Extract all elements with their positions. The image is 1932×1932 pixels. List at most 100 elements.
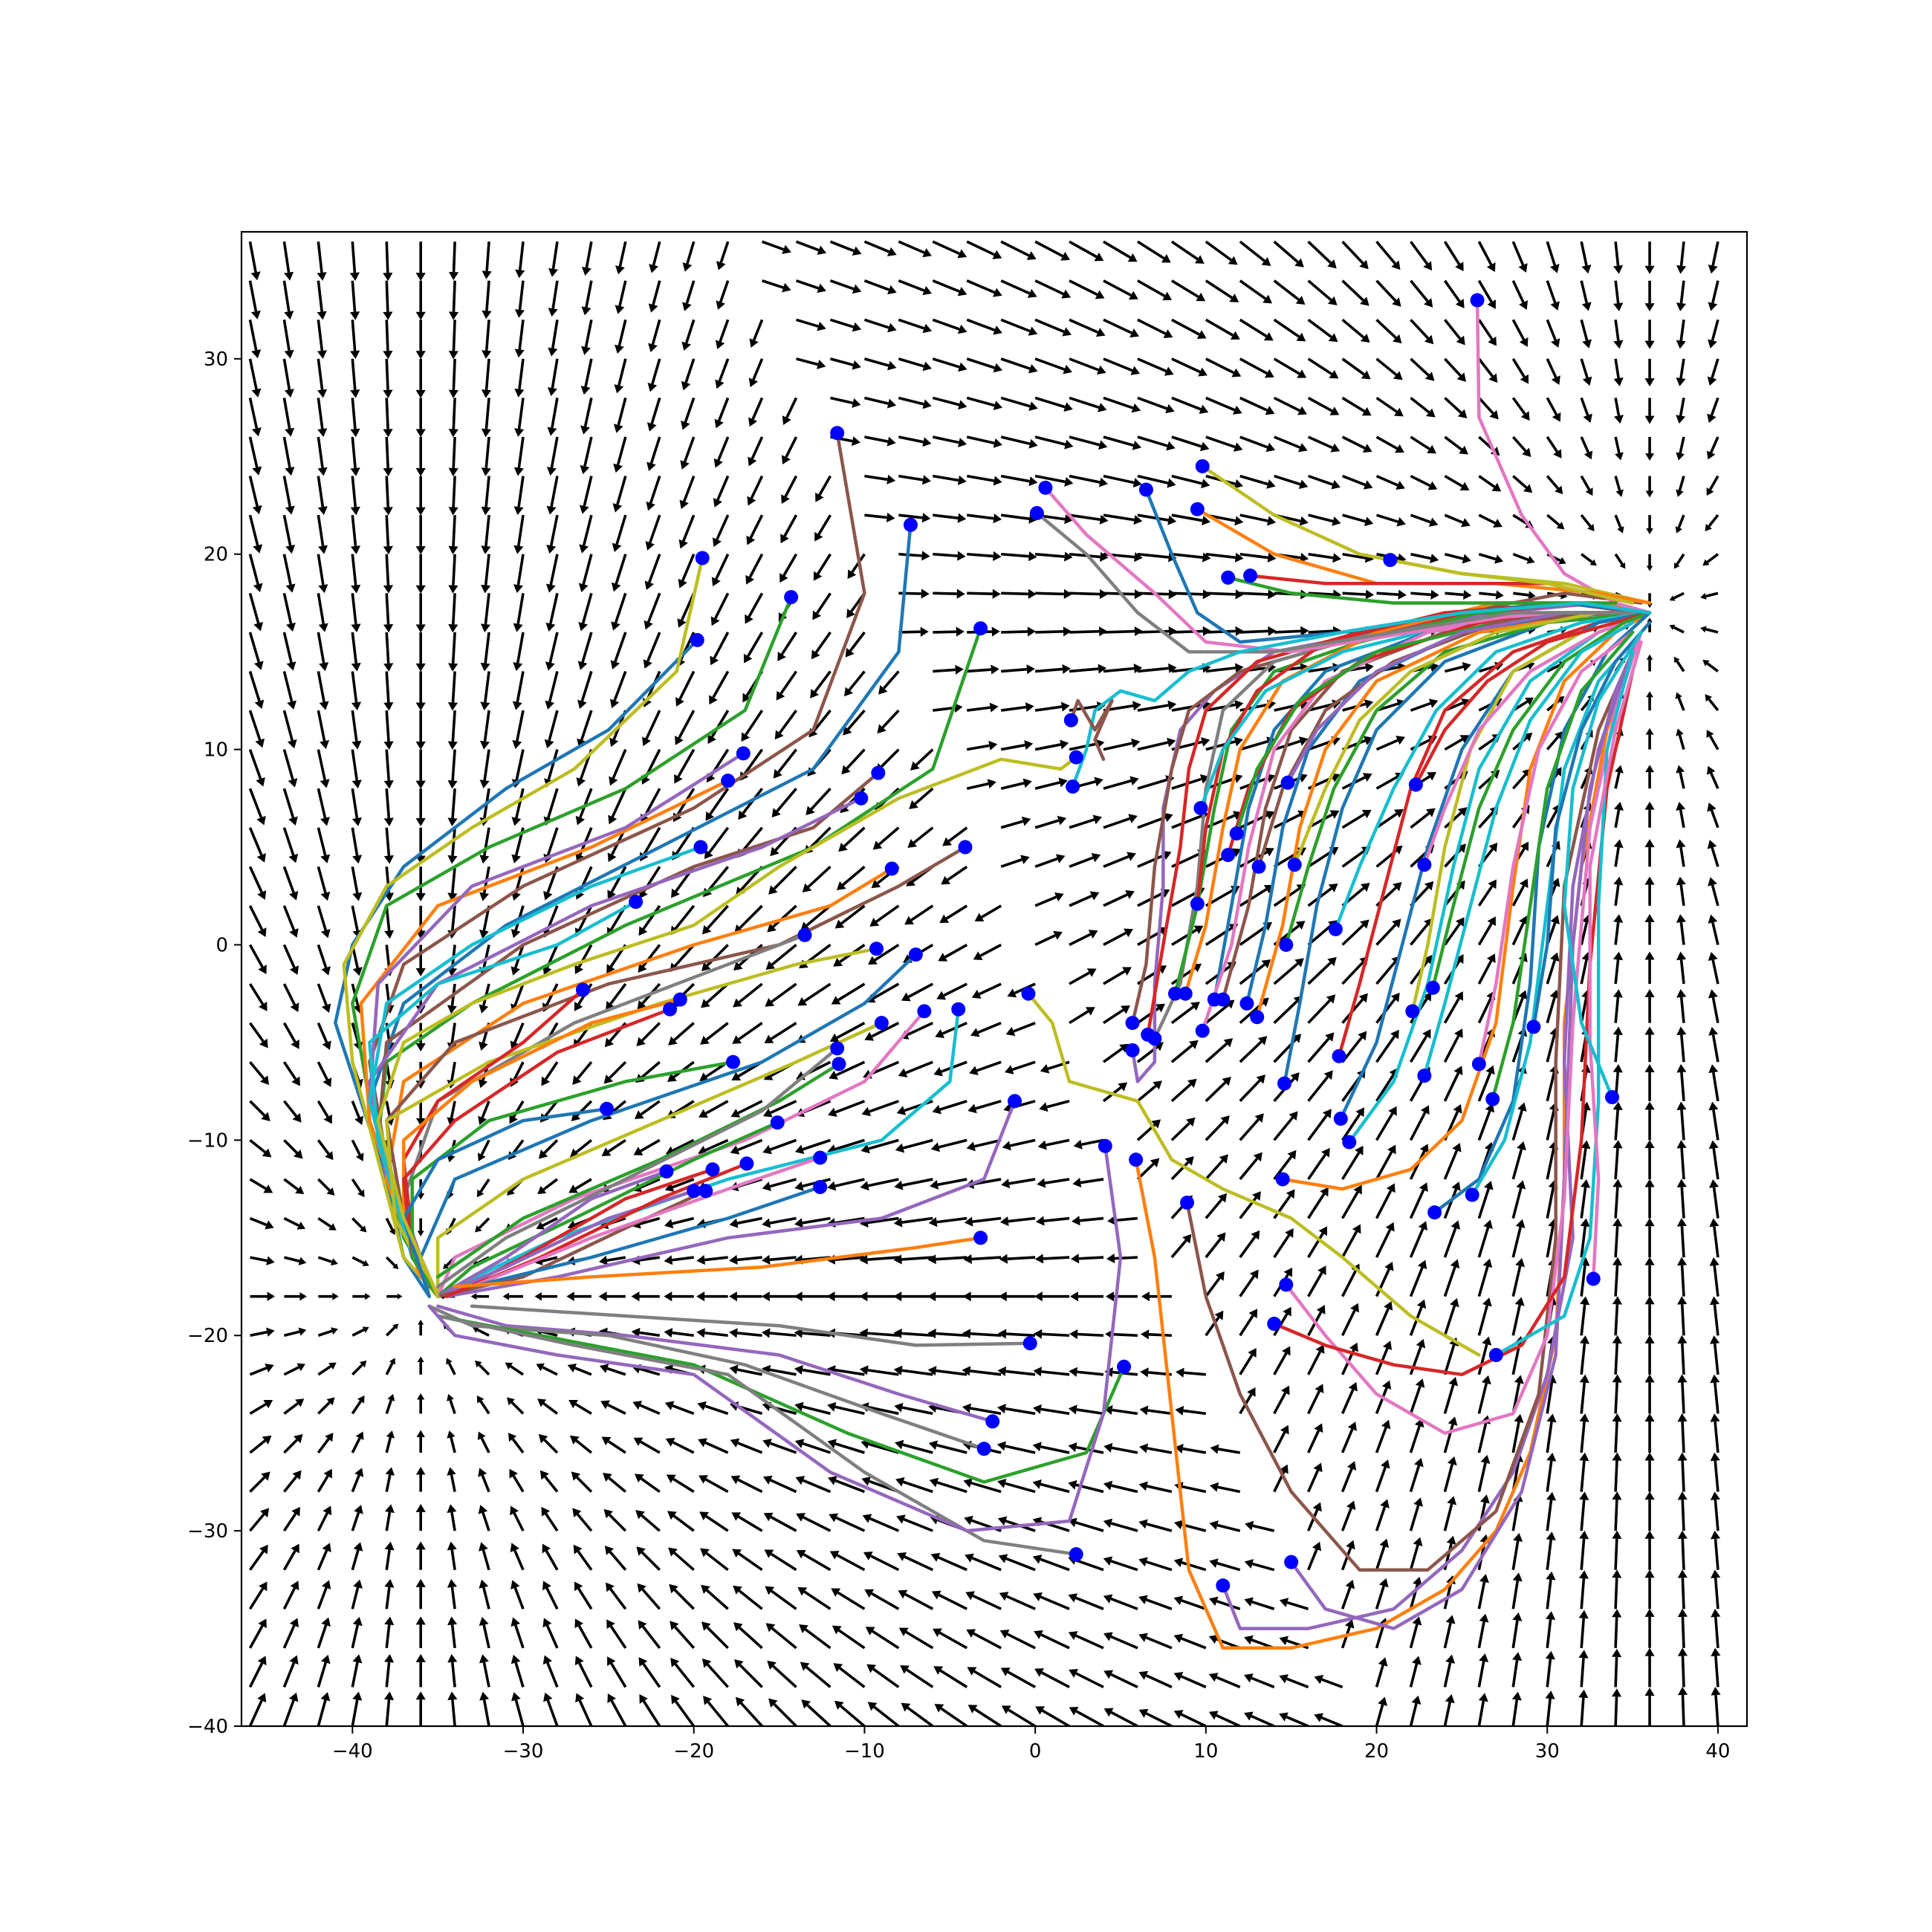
arrow-shaft — [1205, 703, 1236, 712]
arrow-head — [931, 1590, 941, 1600]
vector-arrow — [1307, 994, 1336, 1024]
arrow-head — [1519, 300, 1529, 310]
arrow-shaft — [795, 279, 820, 290]
arrow-head — [320, 929, 331, 939]
arrow-shaft — [1110, 1635, 1138, 1650]
arrow-head — [606, 1582, 615, 1592]
arrow-shaft — [937, 1178, 967, 1187]
arrow-shaft — [1216, 1714, 1241, 1726]
arrow-shaft — [1239, 591, 1268, 596]
vector-arrow — [351, 671, 362, 711]
vector-arrow — [939, 904, 968, 923]
arrow-head — [886, 436, 896, 447]
arrow-shaft — [1511, 1659, 1519, 1688]
arrow-head — [1173, 1557, 1184, 1568]
vector-arrow — [514, 320, 525, 358]
arrow-head — [1517, 1141, 1526, 1151]
arrow-shaft — [1307, 1115, 1328, 1141]
vector-arrow — [898, 240, 932, 258]
arrow-head — [1551, 878, 1560, 887]
arrow-head — [794, 1365, 803, 1375]
arrow-shaft — [248, 436, 259, 468]
vector-arrow — [415, 710, 426, 751]
vector-arrow — [383, 515, 393, 555]
vector-arrow — [933, 589, 965, 599]
arrow-head — [1424, 334, 1434, 345]
vector-arrow — [932, 435, 967, 447]
arrow-head — [1677, 1413, 1688, 1422]
arrow-head — [780, 534, 789, 544]
arrow-head — [817, 283, 826, 294]
arrow-head — [1201, 737, 1210, 747]
arrow-shaft — [650, 397, 661, 424]
arrow-shaft — [1477, 1621, 1485, 1649]
arrow-shaft — [452, 320, 456, 351]
arrow-shaft — [1375, 1151, 1393, 1180]
arrow-head — [1355, 1107, 1364, 1118]
arrow-head — [1393, 407, 1404, 417]
arrow-head — [1546, 1611, 1556, 1620]
vector-arrow — [1069, 1669, 1104, 1689]
arrow-shaft — [967, 591, 993, 595]
arrow-shaft — [1614, 809, 1621, 829]
arrow-head — [1676, 989, 1687, 998]
vector-arrow — [863, 240, 897, 256]
arrow-head — [697, 1401, 707, 1411]
arrow-shaft — [739, 1627, 763, 1650]
vector-arrow — [1375, 1144, 1396, 1180]
arrow-shaft — [248, 944, 264, 968]
vector-arrow — [567, 1363, 592, 1376]
vector-arrow — [282, 827, 299, 863]
arrow-shaft — [1239, 925, 1267, 946]
arrow-head — [731, 1072, 742, 1080]
vector-arrow — [477, 1139, 490, 1161]
arrow-shaft — [748, 592, 764, 617]
arrow-shaft — [641, 1060, 661, 1079]
arrow-head — [479, 740, 490, 750]
arrow-shaft — [872, 1630, 900, 1650]
arrow-shaft — [574, 1403, 592, 1415]
vector-arrow — [745, 553, 764, 585]
vector-arrow — [1477, 241, 1496, 272]
vector-arrow — [1034, 240, 1071, 261]
arrow-head — [415, 1467, 426, 1475]
arrow-head — [668, 1036, 678, 1046]
vector-arrow — [1103, 814, 1138, 829]
arrow-head — [1095, 328, 1106, 337]
vector-arrow — [697, 1401, 729, 1416]
vector-arrow — [1239, 1152, 1262, 1181]
arrow-head — [1247, 1387, 1256, 1397]
arrow-head — [351, 779, 362, 789]
vector-arrow — [927, 1329, 967, 1339]
vector-arrow — [1173, 1520, 1207, 1532]
vector-arrow — [1274, 474, 1309, 490]
arrow-head — [963, 1478, 973, 1488]
arrow-head — [266, 1256, 275, 1265]
arrow-head — [603, 1472, 612, 1482]
arrow-head — [863, 1552, 873, 1560]
arrow-shaft — [1477, 1110, 1491, 1141]
vector-arrow — [1511, 1691, 1522, 1726]
vector-arrow — [283, 1216, 305, 1230]
vector-arrow — [635, 1510, 661, 1532]
arrow-shaft — [901, 1178, 933, 1187]
vector-arrow — [1308, 513, 1341, 526]
vector-arrow — [665, 1438, 695, 1454]
arrow-shaft — [1008, 1216, 1036, 1223]
arrow-head — [1676, 839, 1686, 849]
arrow-head — [794, 1218, 803, 1228]
arrow-shaft — [351, 710, 358, 742]
vector-arrow — [283, 1178, 305, 1195]
vector-arrow — [546, 436, 559, 476]
vector-arrow — [383, 710, 394, 750]
arrow-shaft — [967, 552, 993, 558]
arrow-head — [1390, 1029, 1399, 1040]
arrow-shaft — [708, 826, 730, 854]
arrow-head — [323, 1114, 332, 1124]
arrow-shaft — [282, 280, 291, 312]
arrow-head — [1359, 259, 1369, 270]
arrow-shaft — [752, 319, 764, 341]
arrow-shaft — [1546, 319, 1557, 341]
arrow-head — [1315, 1384, 1324, 1394]
arrow-shaft — [1443, 1424, 1454, 1453]
